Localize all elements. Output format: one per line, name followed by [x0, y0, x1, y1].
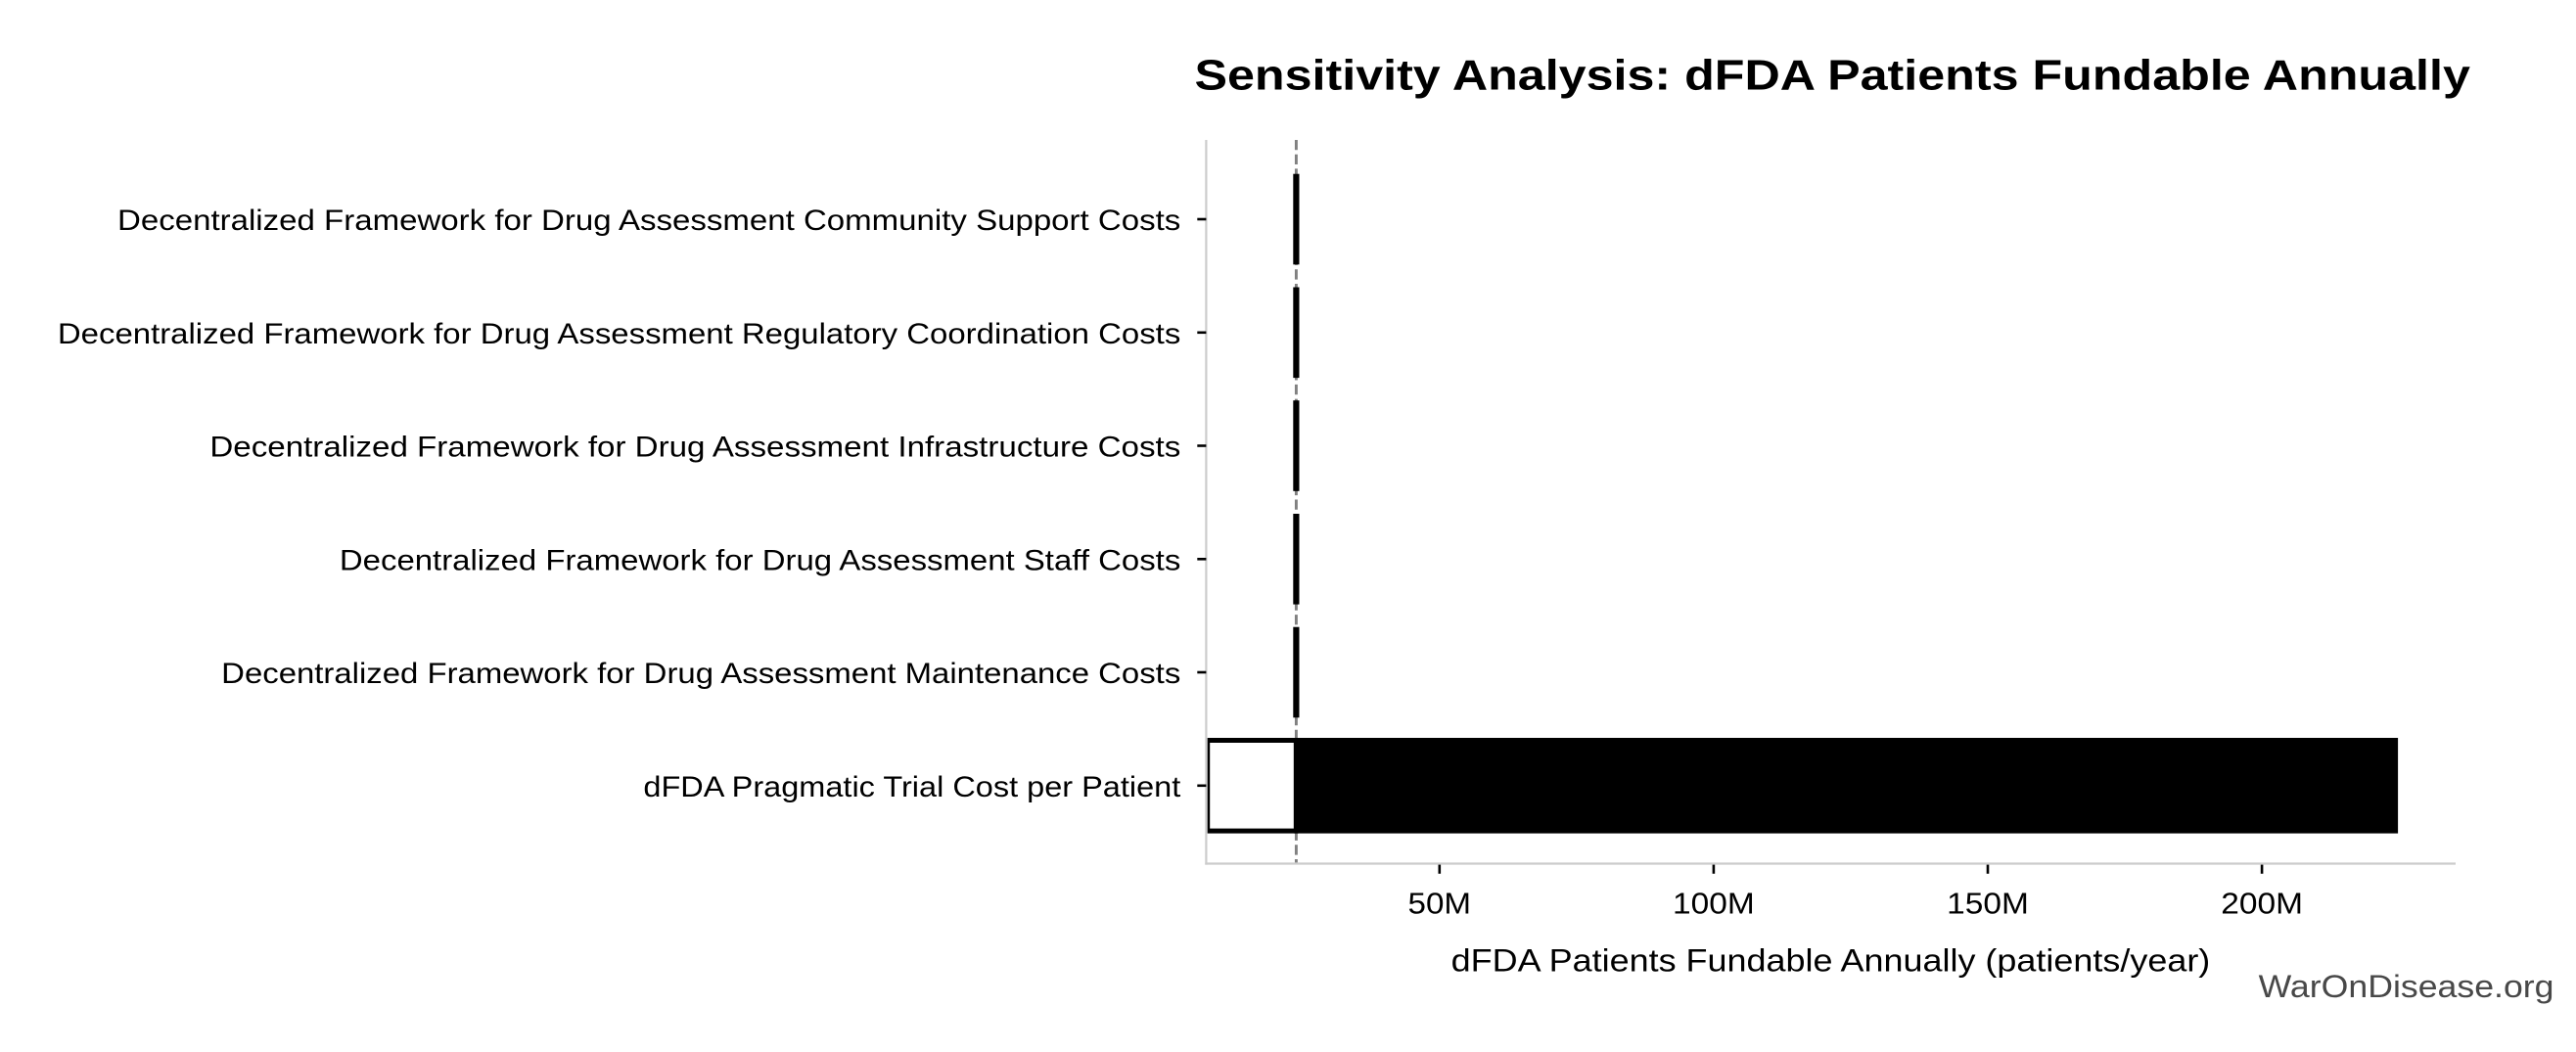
- svg-text:50M: 50M: [1408, 889, 1472, 921]
- svg-text:Decentralized Framework for Dr: Decentralized Framework for Drug Assessm…: [58, 318, 1180, 350]
- svg-text:200M: 200M: [2221, 889, 2303, 921]
- svg-text:150M: 150M: [1947, 889, 2029, 921]
- svg-text:Decentralized Framework for Dr: Decentralized Framework for Drug Assessm…: [117, 205, 1180, 237]
- svg-text:dFDA Patients Fundable Annuall: dFDA Patients Fundable Annually (patient…: [1451, 942, 2211, 978]
- svg-text:dFDA Pragmatic Trial Cost per: dFDA Pragmatic Trial Cost per Patient: [643, 771, 1180, 803]
- svg-text:100M: 100M: [1673, 889, 1755, 921]
- svg-text:Decentralized Framework for Dr: Decentralized Framework for Drug Assessm…: [209, 432, 1180, 464]
- svg-text:WarOnDisease.org: WarOnDisease.org: [2259, 968, 2554, 1004]
- svg-text:Sensitivity Analysis: dFDA Pat: Sensitivity Analysis: dFDA Patients Fund…: [1195, 52, 2470, 99]
- svg-text:Decentralized Framework for Dr: Decentralized Framework for Drug Assessm…: [221, 658, 1180, 690]
- svg-text:Decentralized Framework for Dr: Decentralized Framework for Drug Assessm…: [340, 544, 1180, 576]
